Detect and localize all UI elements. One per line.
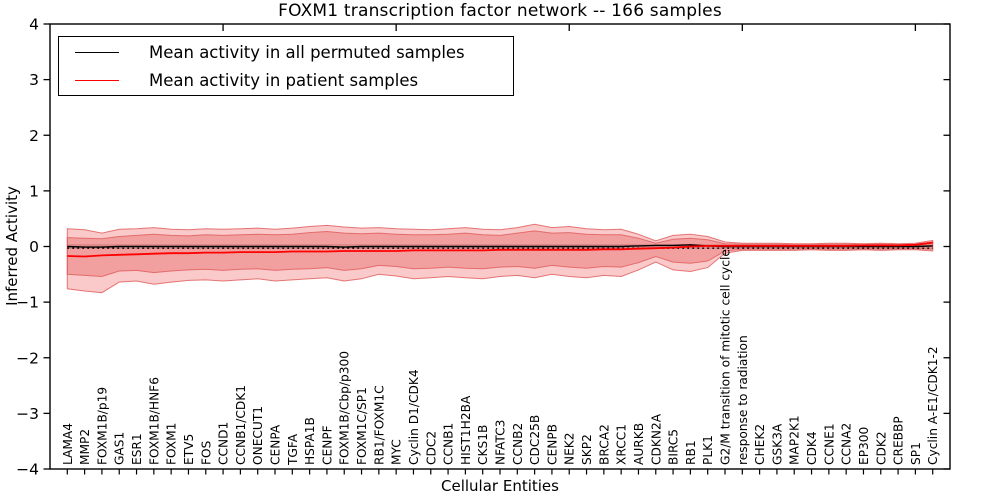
x-tick-label: CREBBP xyxy=(892,416,906,465)
x-tick-label: CCNA2 xyxy=(840,423,854,465)
x-tick-label: CDC2 xyxy=(424,431,438,465)
x-tick-label: MYC xyxy=(390,439,404,465)
chart-title: FOXM1 transcription factor network -- 16… xyxy=(278,1,722,21)
x-tick-label: CENPA xyxy=(269,424,283,465)
x-tick-label: MMP2 xyxy=(78,429,92,465)
x-tick-label: CENPB xyxy=(545,424,559,465)
x-tick-label: XRCC1 xyxy=(615,424,629,465)
x-tick-label: G2/M transition of mitotic cell cycle xyxy=(719,249,733,465)
y-tick-label: 3 xyxy=(29,71,39,89)
y-tick-label: 4 xyxy=(29,16,39,34)
legend-label: Mean activity in all permuted samples xyxy=(149,42,465,62)
x-tick-label: NEK2 xyxy=(563,432,577,465)
x-tick-label: HIST1H2BA xyxy=(459,395,473,465)
x-tick-label: CDC25B xyxy=(528,415,542,465)
x-tick-label: CCNB1 xyxy=(442,423,456,465)
x-tick-label: BRCA2 xyxy=(597,424,611,465)
x-tick-label: HSPA1B xyxy=(303,417,317,465)
x-tick-label: CENPF xyxy=(320,425,334,465)
x-tick-label: EP300 xyxy=(857,427,871,465)
x-tick-label: CHEK2 xyxy=(753,424,767,465)
x-tick-label: ESR1 xyxy=(130,433,144,465)
x-tick-label: Cyclin A-E1/CDK1-2 xyxy=(926,346,940,465)
x-tick-label: FOXM1C/SP1 xyxy=(355,387,369,465)
x-tick-label: CDK4 xyxy=(805,431,819,465)
y-tick-label: −4 xyxy=(16,461,39,479)
x-tick-label: FOXM1 xyxy=(165,423,179,465)
x-tick-label: GSK3A xyxy=(770,423,784,465)
x-tick-label: RB1 xyxy=(684,440,698,465)
x-tick-label: GAS1 xyxy=(113,432,127,465)
x-tick-label: CDKN2A xyxy=(649,413,663,465)
y-tick-label: −2 xyxy=(16,349,39,367)
x-tick-label: BIRC5 xyxy=(667,429,681,465)
y-tick-label: −3 xyxy=(16,405,39,423)
x-tick-label: ONECUT1 xyxy=(251,406,265,465)
legend-item-permuted: Mean activity in all permuted samples xyxy=(59,39,513,65)
patient-mean-line xyxy=(67,241,933,258)
y-tick-label: 0 xyxy=(29,238,39,256)
x-tick-label: CKS1B xyxy=(476,425,490,465)
y-tick-label: 1 xyxy=(29,182,39,200)
x-tick-label: CCND1 xyxy=(217,422,231,465)
x-tick-label: MAP2K1 xyxy=(788,415,802,465)
legend-item-patient: Mean activity in patient samples xyxy=(59,67,513,93)
x-tick-label: RB1/FOXM1C xyxy=(372,385,386,465)
x-axis-label: Cellular Entities xyxy=(441,477,559,495)
x-tick-label: PLK1 xyxy=(701,435,715,465)
y-tick-label: 2 xyxy=(29,127,39,145)
x-tick-label: SP1 xyxy=(909,442,923,465)
x-tick-label: FOXM1B/p19 xyxy=(95,387,109,465)
x-tick-label: SKP2 xyxy=(580,434,594,465)
legend: Mean activity in all permuted samples Me… xyxy=(58,36,514,96)
patient-range-inner-band xyxy=(66,230,934,278)
x-tick-label: response to radiation xyxy=(736,335,750,465)
x-tick-label: CCNB1/CDK1 xyxy=(234,385,248,465)
legend-line-sample-red xyxy=(75,79,119,81)
x-tick-label: CDK2 xyxy=(874,431,888,465)
x-tick-label: Cyclin D1/CDK4 xyxy=(407,369,421,465)
x-tick-label: NFATC3 xyxy=(494,420,508,465)
x-tick-label: FOS xyxy=(199,440,213,465)
x-tick-label: CCNB2 xyxy=(511,423,525,465)
x-tick-label: TGFA xyxy=(286,433,300,466)
y-tick-label: −1 xyxy=(16,294,39,312)
x-tick-label: LAMA4 xyxy=(61,423,75,465)
x-tick-label: AURKB xyxy=(632,423,646,465)
x-tick-label: FOXM1B/HNF6 xyxy=(147,377,161,465)
x-tick-label: FOXM1B/Cbp/p300 xyxy=(338,351,352,465)
x-tick-label: ETV5 xyxy=(182,434,196,465)
legend-label: Mean activity in patient samples xyxy=(149,70,419,90)
legend-line-sample-black xyxy=(75,51,119,53)
y-axis-label: Inferred Activity xyxy=(3,186,21,306)
x-tick-label: CCNE1 xyxy=(822,423,836,465)
